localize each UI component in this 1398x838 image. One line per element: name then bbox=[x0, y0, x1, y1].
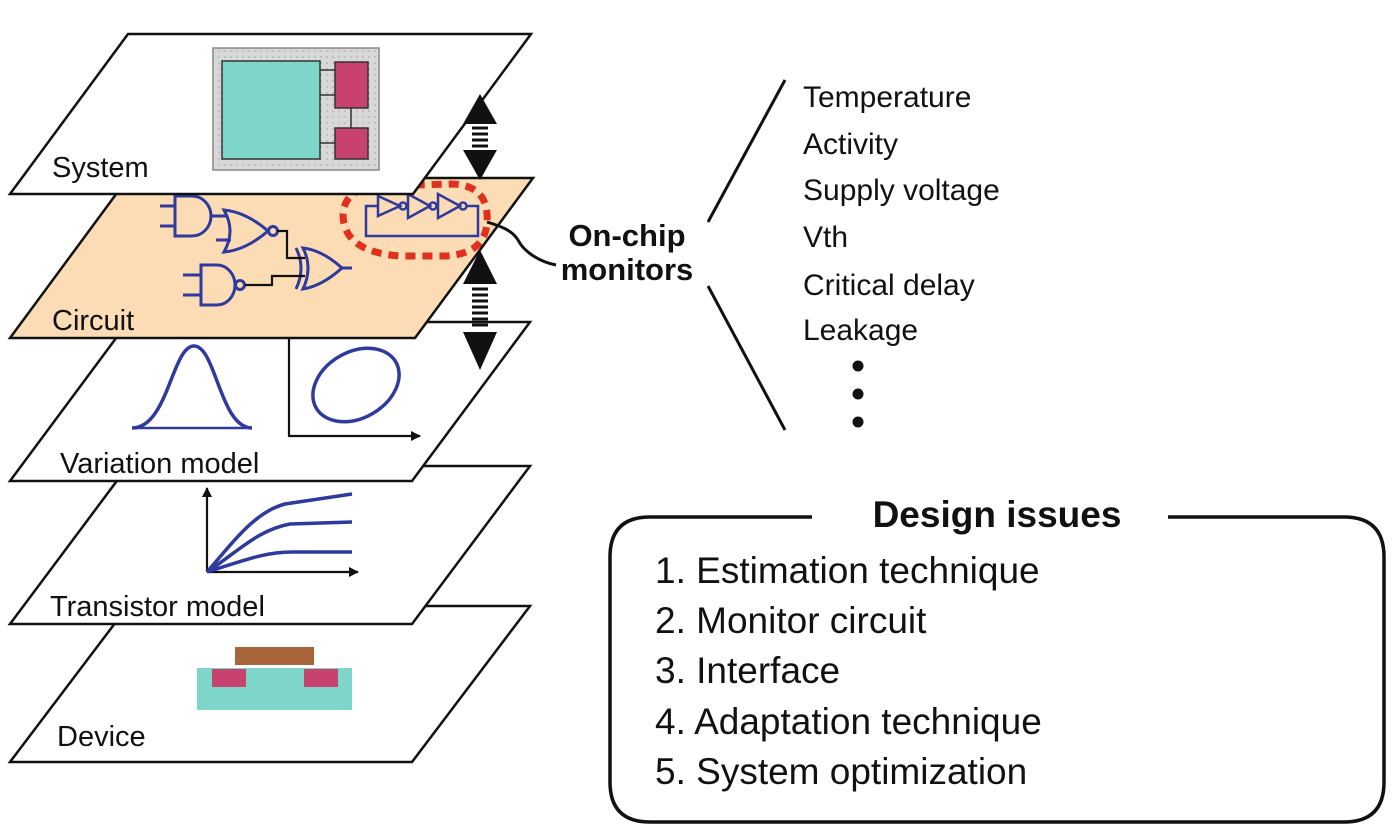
design-issue-item: 2. Monitor circuit bbox=[655, 600, 927, 641]
chip-pad-bottom bbox=[334, 127, 369, 160]
parameter-item: Vth bbox=[803, 221, 848, 254]
chip-interconnect bbox=[320, 69, 352, 144]
design-issue-item: 5. System optimization bbox=[655, 751, 1027, 792]
chip-core-block bbox=[221, 60, 321, 160]
system-layer: System bbox=[7, 32, 534, 196]
device-source bbox=[212, 669, 246, 687]
device-layer: Device bbox=[7, 604, 533, 764]
parameter-item: Temperature bbox=[803, 81, 971, 114]
design-issues-title: Design issues bbox=[873, 494, 1122, 535]
ellipsis-dots bbox=[852, 360, 864, 428]
on-chip-monitors-line2: monitors bbox=[561, 252, 694, 287]
parameter-item: Leakage bbox=[803, 314, 918, 347]
design-issue-item: 4. Adaptation technique bbox=[655, 701, 1042, 742]
parameter-item: Activity bbox=[803, 128, 898, 161]
circuit-variation-arrow bbox=[463, 250, 497, 370]
fan-line-upper bbox=[706, 79, 787, 223]
transistor-layer: Transistor model bbox=[7, 464, 533, 626]
system-circuit-arrow bbox=[463, 94, 497, 180]
circuit-wires bbox=[245, 229, 305, 287]
and-gate-1 bbox=[160, 194, 226, 238]
design-issue-item: 3. Interface bbox=[655, 650, 840, 691]
correlation-axes bbox=[287, 338, 421, 441]
ring-oscillator bbox=[364, 191, 480, 238]
device-drain bbox=[304, 669, 338, 687]
device-gate bbox=[235, 647, 314, 665]
design-issue-item: 1. Estimation technique bbox=[655, 550, 1040, 591]
nand-gate bbox=[183, 263, 246, 307]
circuit-label: Circuit bbox=[52, 305, 134, 337]
chip-pad-top bbox=[334, 61, 369, 109]
monitor-highlight bbox=[339, 180, 491, 260]
variation-layer: Variation model bbox=[7, 320, 533, 483]
monitor-leader-line bbox=[486, 220, 557, 267]
fan-line-lower bbox=[706, 285, 787, 431]
device-label: Device bbox=[57, 721, 146, 753]
design-issues-box: Design issues 1. Estimation technique 2.… bbox=[608, 494, 1386, 824]
circuit-layer: Circuit bbox=[7, 176, 536, 340]
xor-gate bbox=[294, 246, 352, 291]
transistor-label: Transistor model bbox=[50, 591, 265, 623]
variation-label: Variation model bbox=[60, 448, 259, 480]
correlation-ellipse bbox=[311, 346, 401, 424]
system-label: System bbox=[52, 152, 149, 184]
gaussian-curve bbox=[131, 344, 253, 430]
parameter-item: Supply voltage bbox=[803, 174, 1000, 207]
on-chip-monitors-line1: On-chip bbox=[568, 218, 685, 253]
parameter-item: Critical delay bbox=[803, 269, 975, 302]
iv-curves bbox=[205, 492, 353, 574]
monitor-parameter-list: Temperature Activity Supply voltage Vth … bbox=[803, 81, 1000, 428]
